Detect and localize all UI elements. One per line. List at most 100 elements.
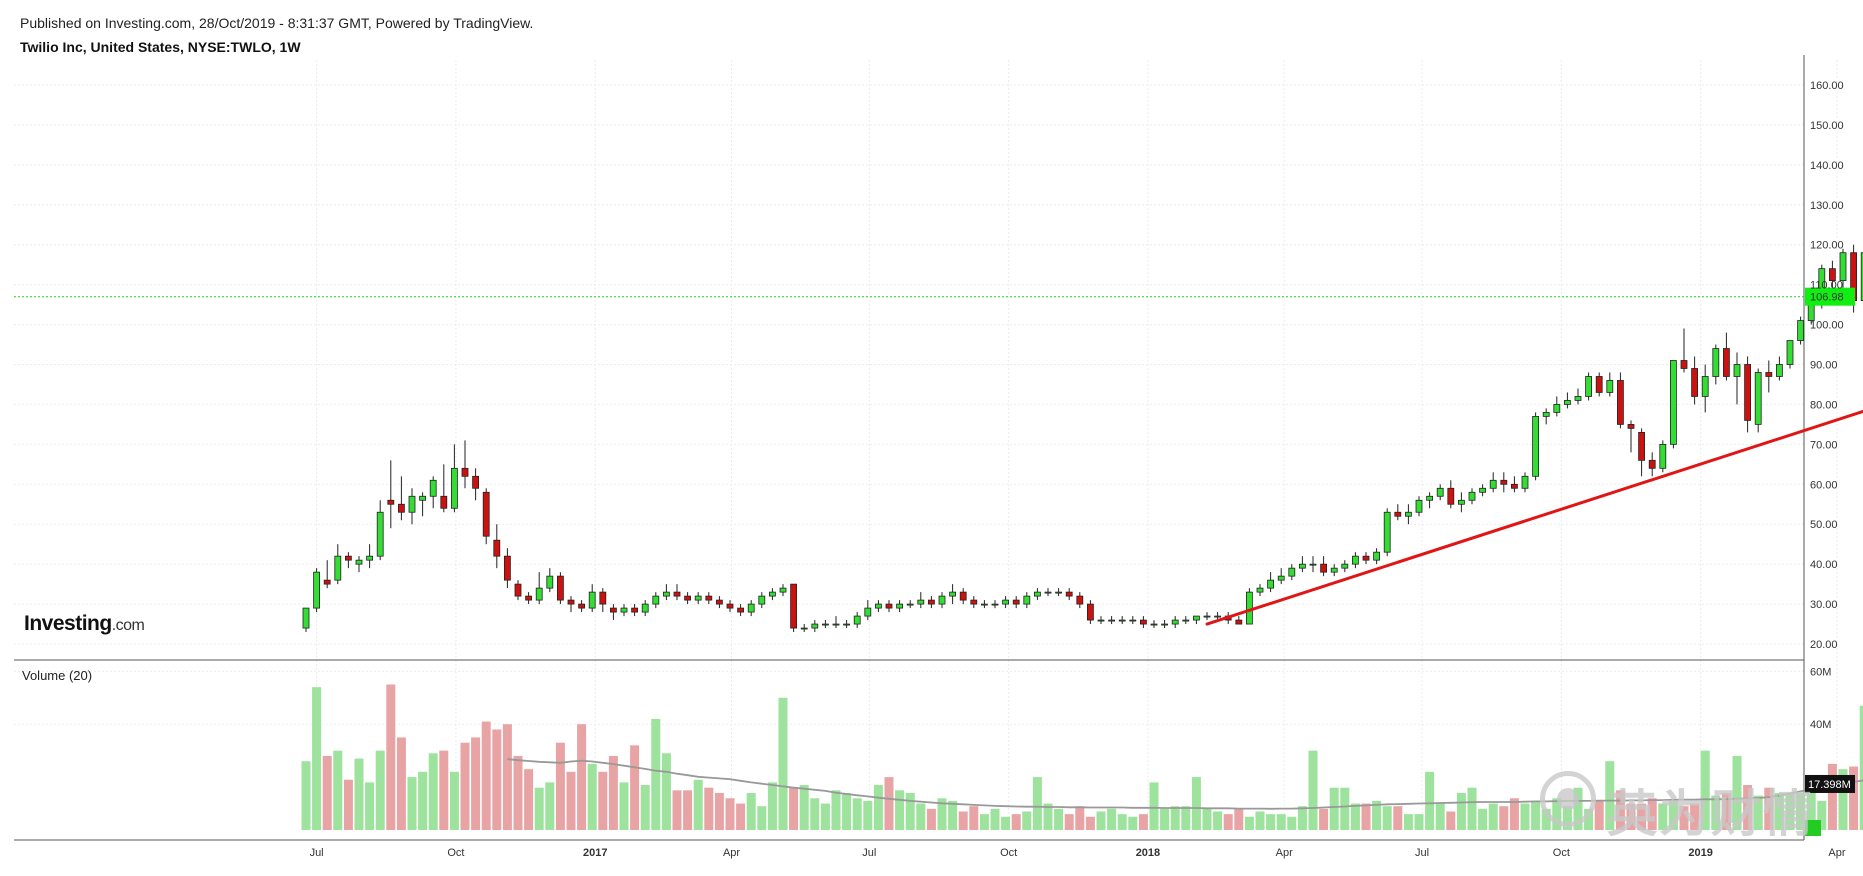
- candle-down: [684, 595, 691, 601]
- volume-tick-label: 60M: [1810, 666, 1831, 678]
- volume-bar: [1764, 787, 1774, 830]
- volume-bar: [587, 763, 597, 830]
- volume-bar: [1478, 808, 1488, 830]
- candle-down: [1765, 372, 1773, 377]
- candle-down: [599, 591, 607, 605]
- volume-bar: [1817, 800, 1827, 830]
- volume-bar: [926, 808, 936, 830]
- candle-up: [1044, 591, 1052, 594]
- candle-up: [1267, 579, 1274, 589]
- candle-up: [355, 559, 363, 565]
- candle-down: [716, 599, 723, 605]
- candle-down: [1076, 595, 1084, 605]
- candle-up: [1118, 619, 1126, 622]
- candle-up: [1786, 340, 1794, 365]
- volume-bar: [1743, 785, 1753, 830]
- grid: [14, 60, 1838, 830]
- candle-up: [747, 603, 755, 613]
- y-tick-label: 60.00: [1810, 479, 1838, 491]
- volume-bar: [608, 755, 618, 830]
- candle-up: [1150, 623, 1158, 626]
- candle-up: [1193, 615, 1200, 621]
- candle-down: [970, 599, 978, 605]
- candle-up: [1489, 479, 1497, 489]
- candle-up: [938, 595, 946, 605]
- candle-down: [1691, 368, 1698, 397]
- volume-bar: [1107, 808, 1117, 830]
- candle-up: [811, 623, 819, 629]
- candle-down: [1320, 563, 1327, 573]
- candle-up: [1670, 360, 1677, 445]
- volume-bar: [683, 790, 693, 830]
- volume-bar: [407, 777, 417, 830]
- volume-bar: [693, 779, 703, 830]
- volume-bar: [1170, 806, 1180, 830]
- candle-down: [578, 603, 585, 609]
- candle-down: [567, 599, 575, 605]
- volume-bar: [831, 790, 841, 830]
- candle-up: [1659, 443, 1667, 469]
- volume-bar: [1796, 792, 1806, 830]
- volume-bar: [1372, 800, 1382, 830]
- candle-up: [450, 467, 458, 509]
- volume-bar: [396, 737, 406, 830]
- x-tick-label: Oct: [447, 847, 464, 859]
- candle-down: [1829, 268, 1836, 282]
- volume-bar: [534, 787, 544, 830]
- volume-bar: [1128, 816, 1138, 830]
- candle-down: [673, 591, 681, 597]
- candle-up: [1807, 304, 1815, 321]
- candle-down: [1680, 360, 1688, 369]
- volume-bar: [365, 782, 375, 830]
- current-price-label: 106.98: [1810, 292, 1844, 304]
- y-tick-label: 40.00: [1810, 559, 1838, 571]
- candle-up: [1436, 487, 1444, 497]
- volume-bar: [502, 724, 512, 830]
- candle-up: [620, 607, 628, 613]
- volume-bar: [969, 806, 979, 830]
- volume-bar: [1435, 803, 1445, 830]
- volume-bar: [1276, 814, 1286, 830]
- volume-bar: [566, 771, 576, 830]
- volume-bar: [863, 800, 873, 830]
- volume-bar: [704, 787, 714, 830]
- volume-bar: [1626, 803, 1636, 830]
- candle-up: [843, 623, 850, 626]
- axis-labels: 160.00 150.00 140.00 130.00 120.00 110.00 100.…: [310, 80, 1846, 859]
- volume-bar: [322, 755, 332, 830]
- axes: [14, 55, 1805, 841]
- candle-down: [631, 607, 638, 613]
- y-tick-label: 150.00: [1810, 120, 1844, 132]
- volume-bar: [1456, 792, 1466, 830]
- volume-bar: [1213, 811, 1223, 830]
- volume-bar: [1488, 803, 1498, 830]
- candle-up: [1532, 416, 1539, 477]
- candle-up: [1309, 563, 1317, 566]
- x-tick-label: Apr: [1276, 847, 1293, 859]
- volume-bar: [1679, 806, 1689, 830]
- volume-bar: [873, 785, 883, 830]
- candles: [302, 244, 1863, 633]
- volume-bar: [1584, 808, 1594, 830]
- candle-up: [1330, 567, 1338, 573]
- volume-bar: [481, 721, 491, 830]
- candle-down: [1595, 376, 1603, 393]
- x-tick-label: 2017: [583, 847, 607, 859]
- volume-bar: [555, 742, 565, 830]
- candle-up: [1712, 348, 1720, 377]
- candle-down: [344, 555, 352, 561]
- x-tick-label: Jul: [1415, 847, 1429, 859]
- candle-down: [482, 491, 490, 537]
- volume-bar: [418, 771, 428, 830]
- volume-bar: [852, 798, 862, 830]
- volume-bar: [725, 798, 735, 830]
- volume-bar: [1403, 814, 1413, 830]
- volume-bars: 17.398M: [301, 684, 1863, 836]
- candle-up: [1299, 563, 1306, 569]
- volume-bar: [661, 753, 671, 830]
- candle-up: [1383, 511, 1391, 553]
- watermark-logo: 英为财情: [1535, 768, 1835, 842]
- candle-up: [1468, 491, 1476, 501]
- x-tick-label: 2019: [1688, 847, 1712, 859]
